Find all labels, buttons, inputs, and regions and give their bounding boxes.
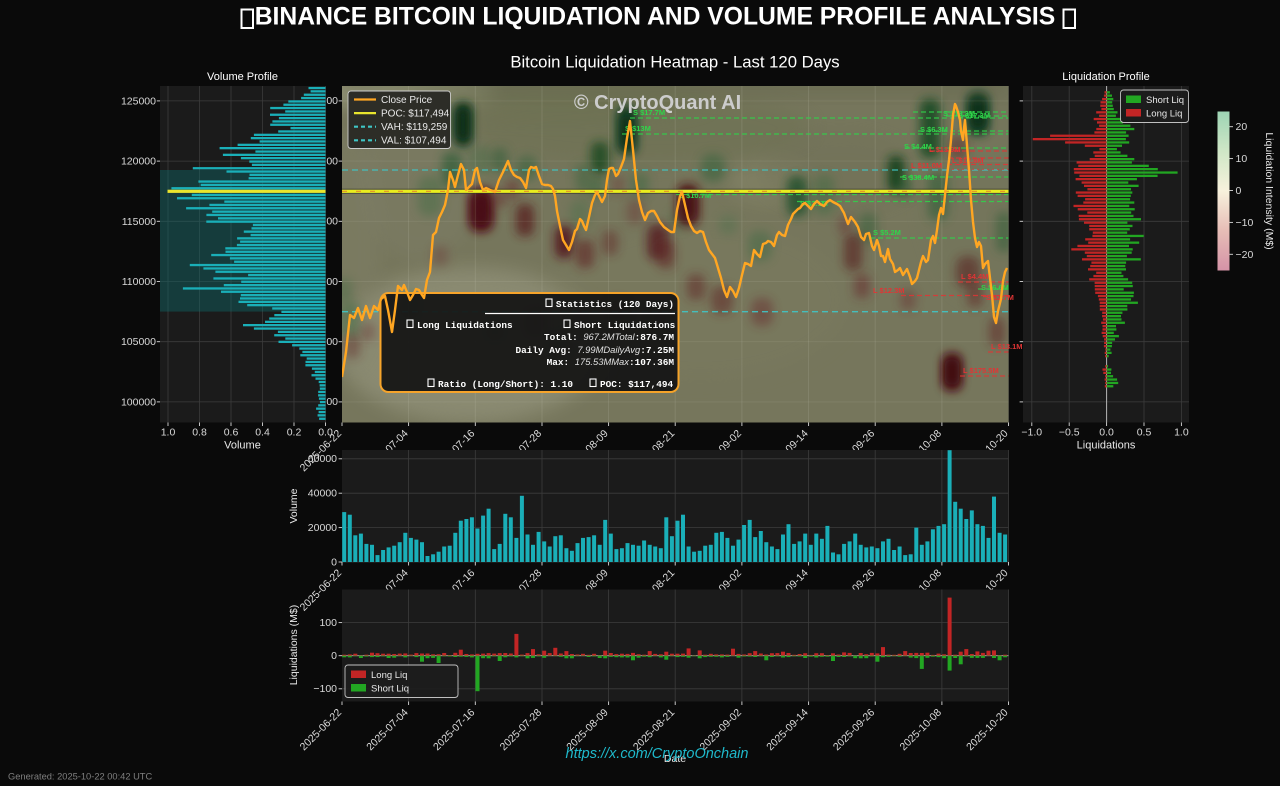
svg-text:Liquidation Profile: Liquidation Profile [1062,71,1149,83]
svg-text:VAH: $119,259: VAH: $119,259 [381,122,448,133]
svg-text:S $4.4M: S $4.4M [904,142,932,151]
svg-text:L $12.3M: L $12.3M [873,286,905,295]
svg-text:Long Liq: Long Liq [1146,109,1182,120]
svg-text:110000: 110000 [122,276,156,288]
svg-text:Liquidations (M$): Liquidations (M$) [288,605,300,686]
svg-text:S $13M: S $13M [625,124,651,133]
svg-text:105000: 105000 [121,336,156,348]
svg-text:https://x.com/CryptoOnchain: https://x.com/CryptoOnchain [566,746,749,762]
svg-text:0.4: 0.4 [255,427,270,439]
svg-text:00: 00 [326,396,338,408]
svg-text:00: 00 [326,276,338,288]
svg-text:−0.5: −0.5 [1059,427,1080,439]
svg-text:1.0: 1.0 [161,427,176,439]
svg-text:S $6.6M: S $6.6M [981,283,1009,292]
svg-text:L $11.0M: L $11.0M [911,161,942,170]
svg-text:Long Liquidations: Long Liquidations [417,320,513,331]
svg-text:Volume: Volume [288,488,300,523]
svg-text:Ratio (Long/Short): 1.10: Ratio (Long/Short): 1.10 [438,379,573,390]
svg-text:© CryptoQuant AI: © CryptoQuant AI [574,92,741,114]
svg-text:1.0: 1.0 [1174,427,1189,439]
svg-text:S $38.4M: S $38.4M [902,173,934,182]
svg-text:−1.0: −1.0 [1021,427,1042,439]
svg-text:Long Liq: Long Liq [371,670,407,681]
svg-text:S $10.7M: S $10.7M [679,191,711,200]
svg-text:20000: 20000 [308,522,337,534]
svg-text:0.8: 0.8 [192,427,207,439]
svg-text:0.0: 0.0 [318,427,333,439]
svg-text:40000: 40000 [308,488,337,500]
svg-text:10: 10 [1236,153,1248,165]
svg-text:POC: $117,494: POC: $117,494 [600,379,674,390]
svg-text:VAL: $107,494: VAL: $107,494 [381,136,447,147]
svg-text:20: 20 [1236,121,1248,133]
svg-text:60000: 60000 [308,453,337,465]
svg-text:115000: 115000 [122,216,156,228]
svg-text:0.2: 0.2 [287,427,302,439]
svg-text:0: 0 [331,650,337,662]
svg-text:Daily Avg: 7.99MDailyAvg:7.25M: Daily Avg: 7.99MDailyAvg:7.25M [515,344,674,356]
svg-text:Short Liq: Short Liq [1146,95,1184,106]
svg-text:Short Liq: Short Liq [371,684,409,695]
svg-text:00: 00 [326,95,338,107]
svg-text:0.5: 0.5 [1137,427,1152,439]
svg-text:L $4.4M: L $4.4M [961,272,988,281]
svg-text:Close Price: Close Price [381,95,433,106]
svg-text:POC: $117,494: POC: $117,494 [381,109,450,120]
svg-text:00: 00 [326,336,338,348]
svg-text:L $175.5M: L $175.5M [963,366,999,375]
svg-text:Volume: Volume [224,440,261,452]
svg-text:L $13.1M: L $13.1M [991,342,1023,351]
svg-text:BINANCE BITCOIN LIQUIDATION AN: BINANCE BITCOIN LIQUIDATION AND VOLUME P… [255,4,1056,31]
svg-text:00: 00 [326,216,338,228]
svg-text:−20: −20 [1236,249,1254,261]
svg-text:Max: 175.53MMax:107.36M: Max: 175.53MMax:107.36M [547,356,675,368]
svg-text:Generated: 2025-10-22 00:42 UT: Generated: 2025-10-22 00:42 UTC [8,772,152,782]
svg-text:L $13.9M: L $13.9M [929,145,961,154]
svg-text:Statistics (120 Days): Statistics (120 Days) [556,299,674,310]
svg-text:0: 0 [1236,185,1242,197]
svg-text:−10: −10 [1236,217,1254,229]
svg-text:125000: 125000 [121,95,156,107]
svg-text:Date: Date [664,753,686,765]
svg-text:0: 0 [331,556,337,568]
svg-text:−100: −100 [313,683,337,695]
svg-text:100: 100 [319,617,337,629]
svg-text:Bitcoin Liquidation Heatmap -: Bitcoin Liquidation Heatmap - Last 120 D… [510,53,839,72]
svg-text:Liquidation Intensity (M$): Liquidation Intensity (M$) [1263,132,1275,249]
svg-text:Volume Profile: Volume Profile [207,71,278,83]
svg-text:Short Liquidations: Short Liquidations [574,320,676,331]
svg-text:0.0: 0.0 [1099,427,1114,439]
svg-text:0.6: 0.6 [224,427,239,439]
svg-text:120000: 120000 [121,156,156,168]
svg-text:S $17.3M: S $17.3M [958,111,990,120]
svg-text:Liquidations: Liquidations [1077,440,1136,452]
svg-text:S $5.2M: S $5.2M [873,228,901,237]
svg-text:00: 00 [326,155,338,167]
svg-text:100000: 100000 [121,396,156,408]
svg-text:S $6.3M: S $6.3M [920,125,948,134]
svg-text:S $17.7M: S $17.7M [633,108,665,117]
svg-text:Total: 967.2MTotal:876.7M: Total: 967.2MTotal:876.7M [544,331,674,343]
